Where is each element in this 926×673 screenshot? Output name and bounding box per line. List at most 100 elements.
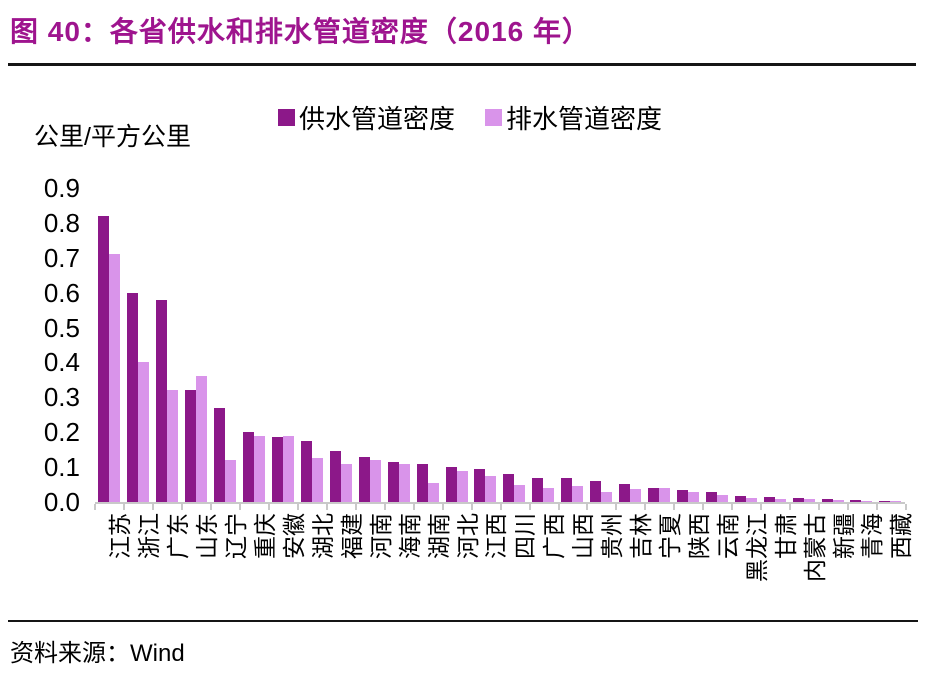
- footer-divider: [8, 620, 918, 622]
- drainage-bar-吉林: [630, 489, 642, 502]
- x-tick-mark: [270, 504, 299, 510]
- x-label-cell: 甘肃: [760, 511, 799, 617]
- bar-group: [95, 188, 124, 502]
- y-axis-unit-label: 公里/平方公里: [34, 123, 191, 151]
- x-label-cell: 山西: [558, 511, 596, 617]
- x-label-cell: 河北: [442, 511, 481, 617]
- y-axis-tick-labels: 0.9 0.8 0.7 0.6 0.5 0.4 0.3 0.2 0.1 0.0: [12, 175, 80, 515]
- supply-bar-重庆: [243, 432, 255, 502]
- legend-label: 排水管道密度: [506, 104, 663, 134]
- x-label-cell: 江苏: [95, 511, 133, 617]
- supply-bar-黑龙江: [734, 496, 746, 502]
- x-label-cell: 重庆: [240, 511, 278, 617]
- x-label-cell: 青海: [847, 511, 885, 617]
- x-label-cell: 广西: [529, 511, 567, 617]
- x-label-cell: 海南: [384, 511, 423, 617]
- supply-bar-内蒙古: [792, 498, 804, 502]
- y-tick-label: 0.0: [43, 487, 80, 517]
- x-tick-mark: [96, 504, 125, 510]
- legend-item-drainage: 排水管道密度: [485, 99, 662, 136]
- supply-bar-吉林: [619, 484, 631, 502]
- drainage-bar-青海: [861, 501, 873, 502]
- bar-group: [269, 188, 298, 502]
- title-divider: [8, 63, 916, 66]
- bar-group: [876, 188, 905, 502]
- bar-group: [500, 188, 529, 502]
- x-tick-mark: [154, 504, 183, 510]
- x-category-label: 西藏: [888, 513, 915, 559]
- x-tick-mark: [878, 504, 908, 510]
- x-label-cell: 吉林: [616, 511, 654, 617]
- supply-bar-海南: [387, 462, 399, 502]
- x-tick-mark: [299, 504, 328, 510]
- bar-group: [442, 188, 471, 502]
- chart-legend: 供水管道密度 排水管道密度: [60, 99, 880, 136]
- x-tick-mark: [560, 504, 589, 510]
- x-label-cell: 贵州: [587, 511, 625, 617]
- x-tick-mark: [762, 504, 792, 510]
- supply-bar-青海: [850, 500, 862, 502]
- drainage-bar-河南: [369, 460, 381, 502]
- x-tick-mark: [386, 504, 415, 510]
- y-tick-label: 0.4: [43, 347, 80, 378]
- supply-bar-新疆: [821, 499, 833, 502]
- supply-bar-浙江: [127, 293, 139, 502]
- drainage-bar-甘肃: [774, 499, 786, 502]
- supply-bar-宁夏: [647, 488, 659, 502]
- bar-group: [818, 188, 847, 502]
- bar-group: [731, 188, 760, 502]
- bar-group: [124, 188, 153, 502]
- bar-group: [673, 188, 702, 502]
- supply-bar-云南: [705, 492, 717, 502]
- supply-bar-山西: [561, 478, 573, 502]
- figure-title: 图 40：各省供水和排水管道密度（2016 年）: [10, 16, 591, 47]
- x-tick-mark: [733, 504, 763, 510]
- supply-bar-广西: [532, 478, 544, 502]
- drainage-bar-四川: [514, 485, 526, 502]
- x-label-cell: 辽宁: [211, 511, 249, 617]
- supply-bar-陕西: [676, 490, 688, 502]
- y-tick-label: 0.2: [43, 417, 80, 448]
- drainage-bar-湖北: [311, 458, 323, 502]
- y-tick-label: 0.3: [43, 382, 80, 413]
- bar-group: [153, 188, 182, 502]
- bar-group: [789, 188, 818, 502]
- x-tick-mark: [820, 504, 850, 510]
- drainage-bar-海南: [398, 464, 410, 502]
- drainage-bar-湖南: [427, 483, 439, 502]
- bar-group: [355, 188, 384, 502]
- x-tick-mark: [588, 504, 618, 510]
- x-label-cell: 广东: [153, 511, 191, 617]
- supply-bar-江西: [474, 469, 486, 502]
- drainage-bar-云南: [716, 495, 728, 502]
- supply-bar-福建: [329, 451, 341, 502]
- bar-group: [413, 188, 442, 502]
- bar-group: [702, 188, 731, 502]
- drainage-bar-河北: [456, 471, 468, 502]
- supply-bar-河北: [445, 467, 457, 502]
- bar-group: [645, 188, 674, 502]
- bar-group: [240, 188, 269, 502]
- x-tick-mark: [531, 504, 560, 510]
- drainage-bar-江苏: [109, 254, 121, 502]
- x-axis-tick-marks: [94, 504, 908, 510]
- drainage-bar-陕西: [687, 492, 699, 502]
- bar-group: [211, 188, 240, 502]
- x-tick-mark: [444, 504, 473, 510]
- supply-bar-安徽: [271, 437, 283, 502]
- x-label-cell: 河南: [355, 511, 394, 617]
- supply-bar-西藏: [879, 501, 891, 502]
- x-label-cell: 江西: [471, 511, 509, 617]
- drainage-bar-内蒙古: [803, 499, 815, 502]
- source-value: Wind: [130, 640, 185, 667]
- x-label-cell: 湖南: [413, 511, 452, 617]
- x-label-cell: 内蒙古: [789, 511, 828, 617]
- bar-group: [847, 188, 876, 502]
- drainage-bar-福建: [340, 464, 352, 502]
- x-tick-mark: [183, 504, 212, 510]
- x-label-cell: 云南: [702, 511, 741, 617]
- drainage-bar-广西: [543, 488, 555, 502]
- supply-bar-贵州: [590, 481, 602, 502]
- y-tick-label: 0.1: [43, 452, 80, 483]
